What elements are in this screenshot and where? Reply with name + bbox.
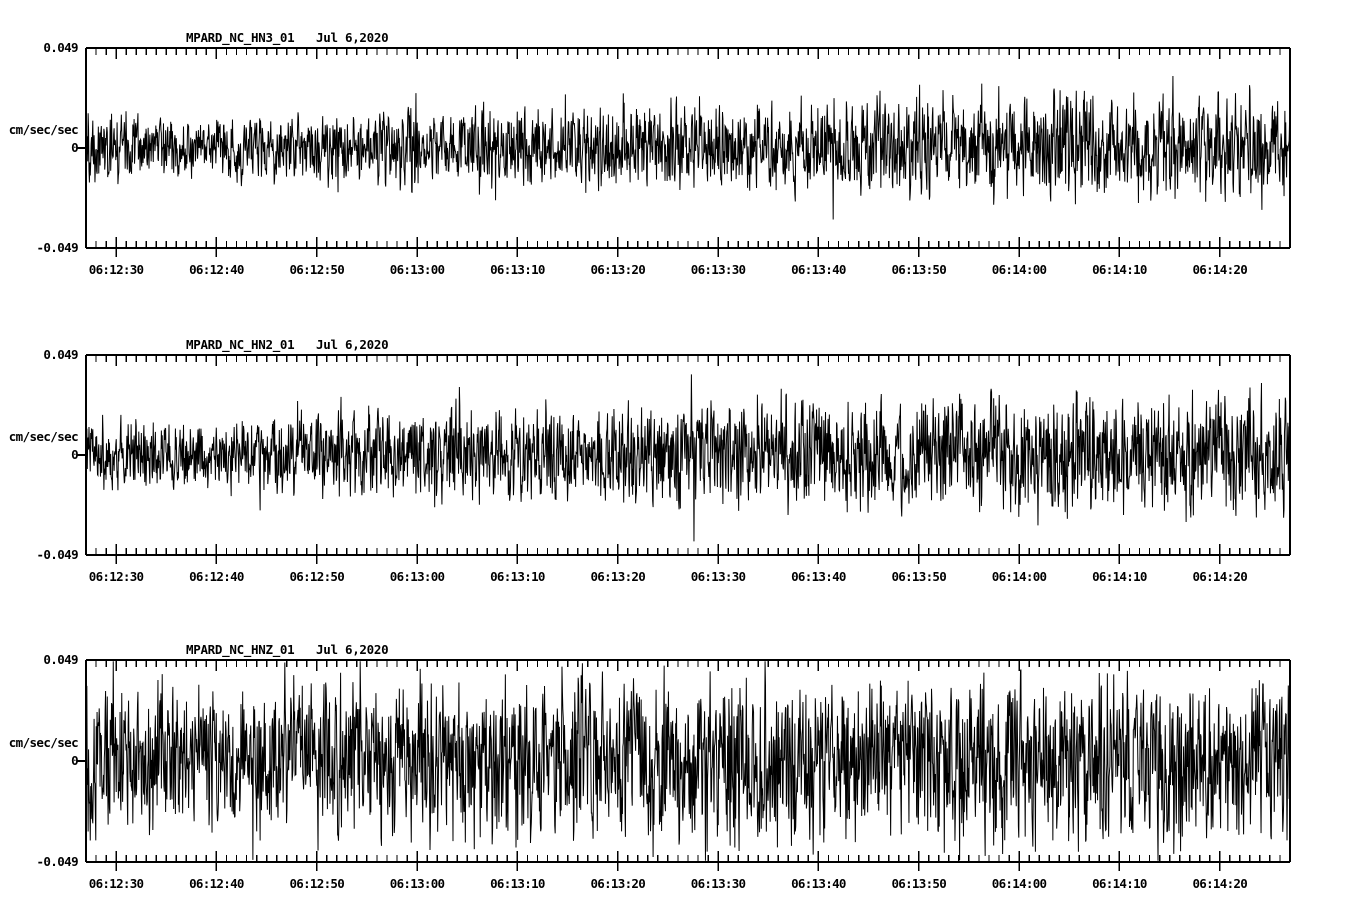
x-axis-tick-label: 06:14:10 <box>1092 569 1147 584</box>
x-axis-tick-label: 06:13:50 <box>891 569 947 584</box>
x-axis-tick-label: 06:13:00 <box>389 262 445 277</box>
x-axis-tick-label: 06:12:50 <box>289 876 345 891</box>
x-axis-tick-label: 06:14:00 <box>991 569 1047 584</box>
waveform-trace <box>85 75 1291 220</box>
x-axis-tick-label: 06:14:10 <box>1092 876 1147 891</box>
y-axis-zero-label: 0 <box>71 753 79 768</box>
x-axis-tick-label: 06:12:40 <box>189 569 244 584</box>
x-axis-tick-label: 06:13:40 <box>791 876 846 891</box>
x-axis-tick-label: 06:13:00 <box>389 876 445 891</box>
x-axis-tick-label: 06:13:00 <box>389 569 445 584</box>
x-axis-tick-label: 06:12:50 <box>289 262 345 277</box>
x-axis-tick-label: 06:12:40 <box>189 876 244 891</box>
y-axis-max-label: 0.049 <box>43 652 78 667</box>
x-axis-tick-label: 06:12:40 <box>189 262 244 277</box>
waveform-trace <box>85 374 1291 542</box>
x-axis-tick-label: 06:13:10 <box>490 569 545 584</box>
waveform-trace <box>85 661 1291 861</box>
x-axis-tick-label: 06:12:30 <box>88 876 144 891</box>
x-axis-tick-label: 06:13:20 <box>590 876 646 891</box>
x-axis-tick-label: 06:13:10 <box>490 876 545 891</box>
y-axis-zero-label: 0 <box>71 447 79 462</box>
panel-title: MPARD_NC_HNZ_01 Jul 6,2020 <box>186 642 389 657</box>
y-axis-max-label: 0.049 <box>43 347 78 362</box>
x-axis-tick-label: 06:14:10 <box>1092 262 1147 277</box>
y-axis-unit-label: cm/sec/sec <box>8 122 79 137</box>
y-axis-min-label: -0.049 <box>36 547 78 562</box>
x-axis-tick-label: 06:13:30 <box>690 569 746 584</box>
x-axis-tick-label: 06:14:20 <box>1192 262 1248 277</box>
panel-title: MPARD_NC_HN3_01 Jul 6,2020 <box>186 30 389 45</box>
y-axis-min-label: -0.049 <box>36 240 78 255</box>
x-axis-tick-label: 06:13:20 <box>590 262 646 277</box>
x-axis-tick-label: 06:13:30 <box>690 876 746 891</box>
y-axis-max-label: 0.049 <box>43 40 78 55</box>
x-axis-tick-label: 06:12:30 <box>88 262 144 277</box>
x-axis-tick-label: 06:14:00 <box>991 876 1047 891</box>
x-axis-tick-label: 06:13:50 <box>891 876 947 891</box>
x-axis-tick-label: 06:13:50 <box>891 262 947 277</box>
x-axis-tick-label: 06:12:30 <box>88 569 144 584</box>
y-axis-zero-label: 0 <box>71 140 79 155</box>
y-axis-unit-label: cm/sec/sec <box>8 429 79 444</box>
y-axis-unit-label: cm/sec/sec <box>8 735 79 750</box>
y-axis-min-label: -0.049 <box>36 854 78 869</box>
x-axis-tick-label: 06:14:20 <box>1192 876 1248 891</box>
x-axis-tick-label: 06:13:10 <box>490 262 545 277</box>
x-axis-tick-label: 06:14:20 <box>1192 569 1248 584</box>
x-axis-tick-label: 06:14:00 <box>991 262 1047 277</box>
x-axis-tick-label: 06:12:50 <box>289 569 345 584</box>
panel-title: MPARD_NC_HN2_01 Jul 6,2020 <box>186 337 389 352</box>
x-axis-tick-label: 06:13:40 <box>791 569 846 584</box>
x-axis-tick-label: 06:13:40 <box>791 262 846 277</box>
x-axis-tick-label: 06:13:20 <box>590 569 646 584</box>
x-axis-tick-label: 06:13:30 <box>690 262 746 277</box>
